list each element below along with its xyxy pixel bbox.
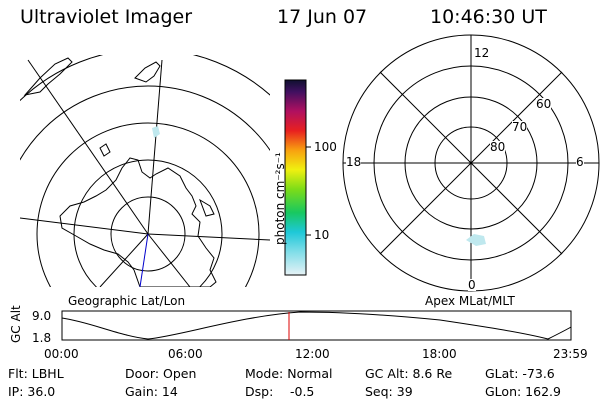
longitude-lines xyxy=(20,59,270,287)
gc-alt-info: GC Alt: 8.6 Re xyxy=(365,366,453,381)
instrument-title: Ultraviolet Imager xyxy=(20,6,193,28)
mlat-label-80: 80 xyxy=(490,140,506,154)
orbit-y-label: GC Alt xyxy=(9,305,23,343)
aurora-oval-patch xyxy=(466,234,486,246)
filter-info: Flt: LBHL xyxy=(8,366,64,381)
time-label: 10:46:30 UT xyxy=(430,6,547,28)
trajectory-line xyxy=(139,233,149,287)
ip-info: IP: 36.0 xyxy=(8,384,56,399)
altitude-curve xyxy=(61,311,572,340)
orbit-ytick-bottom: 1.8 xyxy=(32,331,52,345)
orbit-ytick-top: 9.0 xyxy=(32,309,52,323)
gain-info: Gain: 14 xyxy=(125,384,178,399)
time-tick-1200: 12:00 xyxy=(295,347,330,361)
geographic-title: Geographic Lat/Lon xyxy=(68,294,186,308)
mlt-label-12: 12 xyxy=(474,46,490,60)
time-tick-1800: 18:00 xyxy=(422,347,457,361)
apex-title: Apex MLat/MLT xyxy=(425,294,515,308)
dsp-value: -0.5 xyxy=(290,384,315,399)
glon-info: GLon: 162.9 xyxy=(485,384,561,399)
mlt-label-18: 18 xyxy=(346,155,362,169)
glat-info: GLat: -73.6 xyxy=(485,366,555,381)
time-tick-2359: 23:59 xyxy=(553,347,588,361)
time-tick-0000: 00:00 xyxy=(44,347,79,361)
mlat-label-60: 60 xyxy=(536,97,552,111)
mlt-label-0: 0 xyxy=(468,278,476,292)
coastlines xyxy=(23,57,217,287)
date-label: 17 Jun 07 xyxy=(277,6,368,28)
time-tick-0600: 06:00 xyxy=(168,347,203,361)
seq-info: Seq: 39 xyxy=(365,384,413,399)
mlat-label-70: 70 xyxy=(512,120,528,134)
mlt-label-6: 6 xyxy=(576,155,584,169)
mode-info: Mode: Normal xyxy=(245,366,333,381)
colorbar-tick-10: 10 xyxy=(314,228,330,242)
colorbar-tick-100: 100 xyxy=(314,140,337,154)
aurora-patch xyxy=(152,126,160,138)
door-info: Door: Open xyxy=(125,366,197,381)
dsp-label: Dsp: xyxy=(245,384,274,399)
latitude-circles xyxy=(20,55,270,287)
